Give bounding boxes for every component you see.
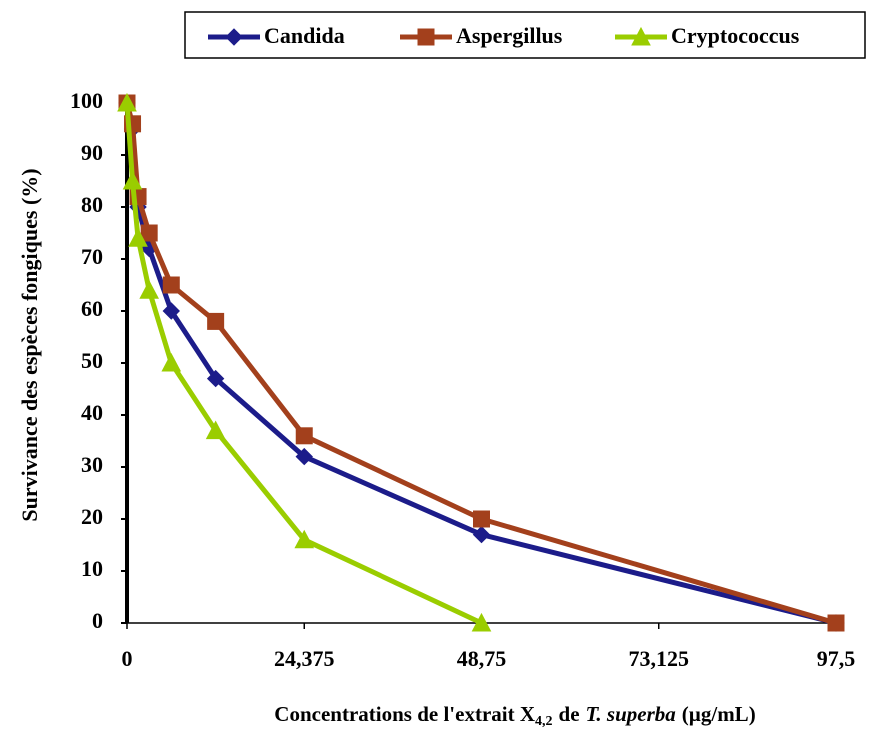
marker [473, 510, 490, 528]
marker [472, 525, 491, 544]
legend-label: Candida [264, 23, 345, 48]
x-tick-label: 24,375 [274, 646, 335, 671]
y-tick-label: 60 [81, 296, 103, 321]
legend-label: Aspergillus [456, 23, 563, 48]
series-line [124, 102, 837, 626]
marker [162, 302, 180, 320]
x-axis-label: Concentrations de l'extrait X4,2 de T. sup… [274, 702, 755, 729]
marker [295, 447, 313, 466]
y-tick-label: 30 [81, 452, 103, 477]
x-label-part: (µg/mL) [682, 702, 756, 726]
x-tick-label: 97,5 [817, 646, 856, 671]
x-tick-label: 48,75 [457, 646, 507, 671]
marker [117, 92, 137, 112]
x-label-part: Concentrations de l'extrait X [274, 702, 535, 726]
marker [206, 369, 225, 388]
x-label-part: de [559, 702, 580, 726]
marker [295, 427, 313, 445]
y-tick-label: 80 [81, 192, 103, 217]
marker [139, 280, 160, 299]
legend-marker [631, 26, 651, 46]
y-tick-label: 10 [81, 556, 103, 581]
x-tick-label: 0 [122, 646, 133, 671]
marker [162, 276, 180, 294]
marker [122, 170, 143, 190]
x-label-italic: T. superba [586, 702, 676, 726]
y-tick-label: 20 [81, 504, 103, 529]
marker [205, 420, 226, 440]
y-tick-label: 70 [81, 244, 103, 269]
legend-marker [225, 28, 243, 46]
y-tick-label: 90 [81, 140, 103, 165]
series-line [124, 102, 837, 626]
y-axis-label: Survivance des espèces fongiques (%) [17, 168, 42, 521]
legend-box [184, 11, 866, 59]
x-label-sub: 4,2 [535, 714, 553, 729]
marker [161, 352, 182, 372]
y-tick-label: 100 [70, 88, 103, 113]
y-tick-label: 0 [92, 608, 103, 633]
y-tick-label: 50 [81, 348, 103, 373]
marker [128, 228, 148, 247]
legend-label: Cryptococcus [671, 23, 800, 48]
series-line [124, 102, 483, 626]
x-tick-label: 73,125 [629, 646, 690, 671]
marker [207, 312, 225, 330]
marker [827, 614, 845, 632]
marker [294, 529, 315, 549]
y-tick-label: 40 [81, 400, 103, 425]
marker [140, 224, 158, 242]
marker [471, 612, 492, 632]
legend-marker [417, 28, 435, 46]
